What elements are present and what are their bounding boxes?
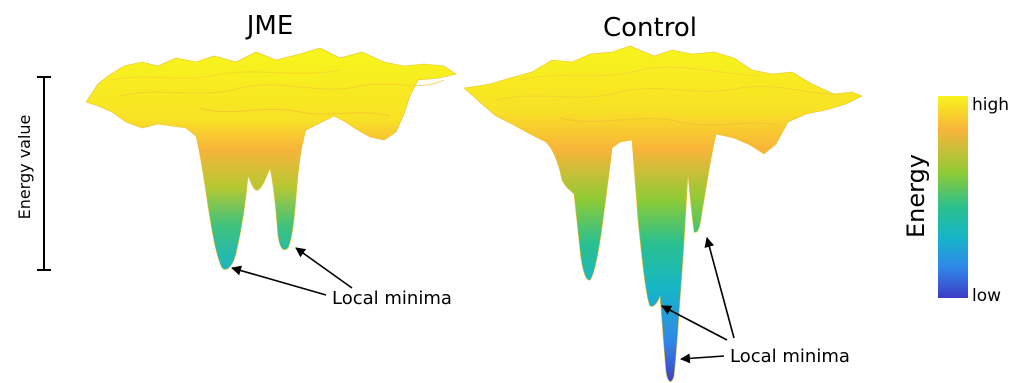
control-minima-arrow-2 xyxy=(661,305,728,341)
control-minima-arrow-3 xyxy=(704,237,735,339)
jme-minima-arrow-1 xyxy=(231,265,327,296)
jme-minima-arrow-2 xyxy=(295,247,353,289)
energy-scale-bar xyxy=(37,76,51,271)
control-minima-arrow-1 xyxy=(680,353,725,364)
colorbar-high-label: high xyxy=(972,95,1009,115)
energy-value-label: Energy value xyxy=(15,115,34,220)
panel-title-jme: JME xyxy=(245,11,294,41)
control-local-minima-label: Local minima xyxy=(730,346,850,367)
control-energy-surface xyxy=(463,45,863,382)
panel-title-control: Control xyxy=(603,13,697,43)
jme-local-minima-label: Local minima xyxy=(332,288,452,309)
colorbar-title: Energy xyxy=(902,154,930,238)
jme-energy-surface xyxy=(85,47,457,270)
energy-colorbar xyxy=(938,96,968,298)
colorbar-low-label: low xyxy=(972,286,1001,306)
